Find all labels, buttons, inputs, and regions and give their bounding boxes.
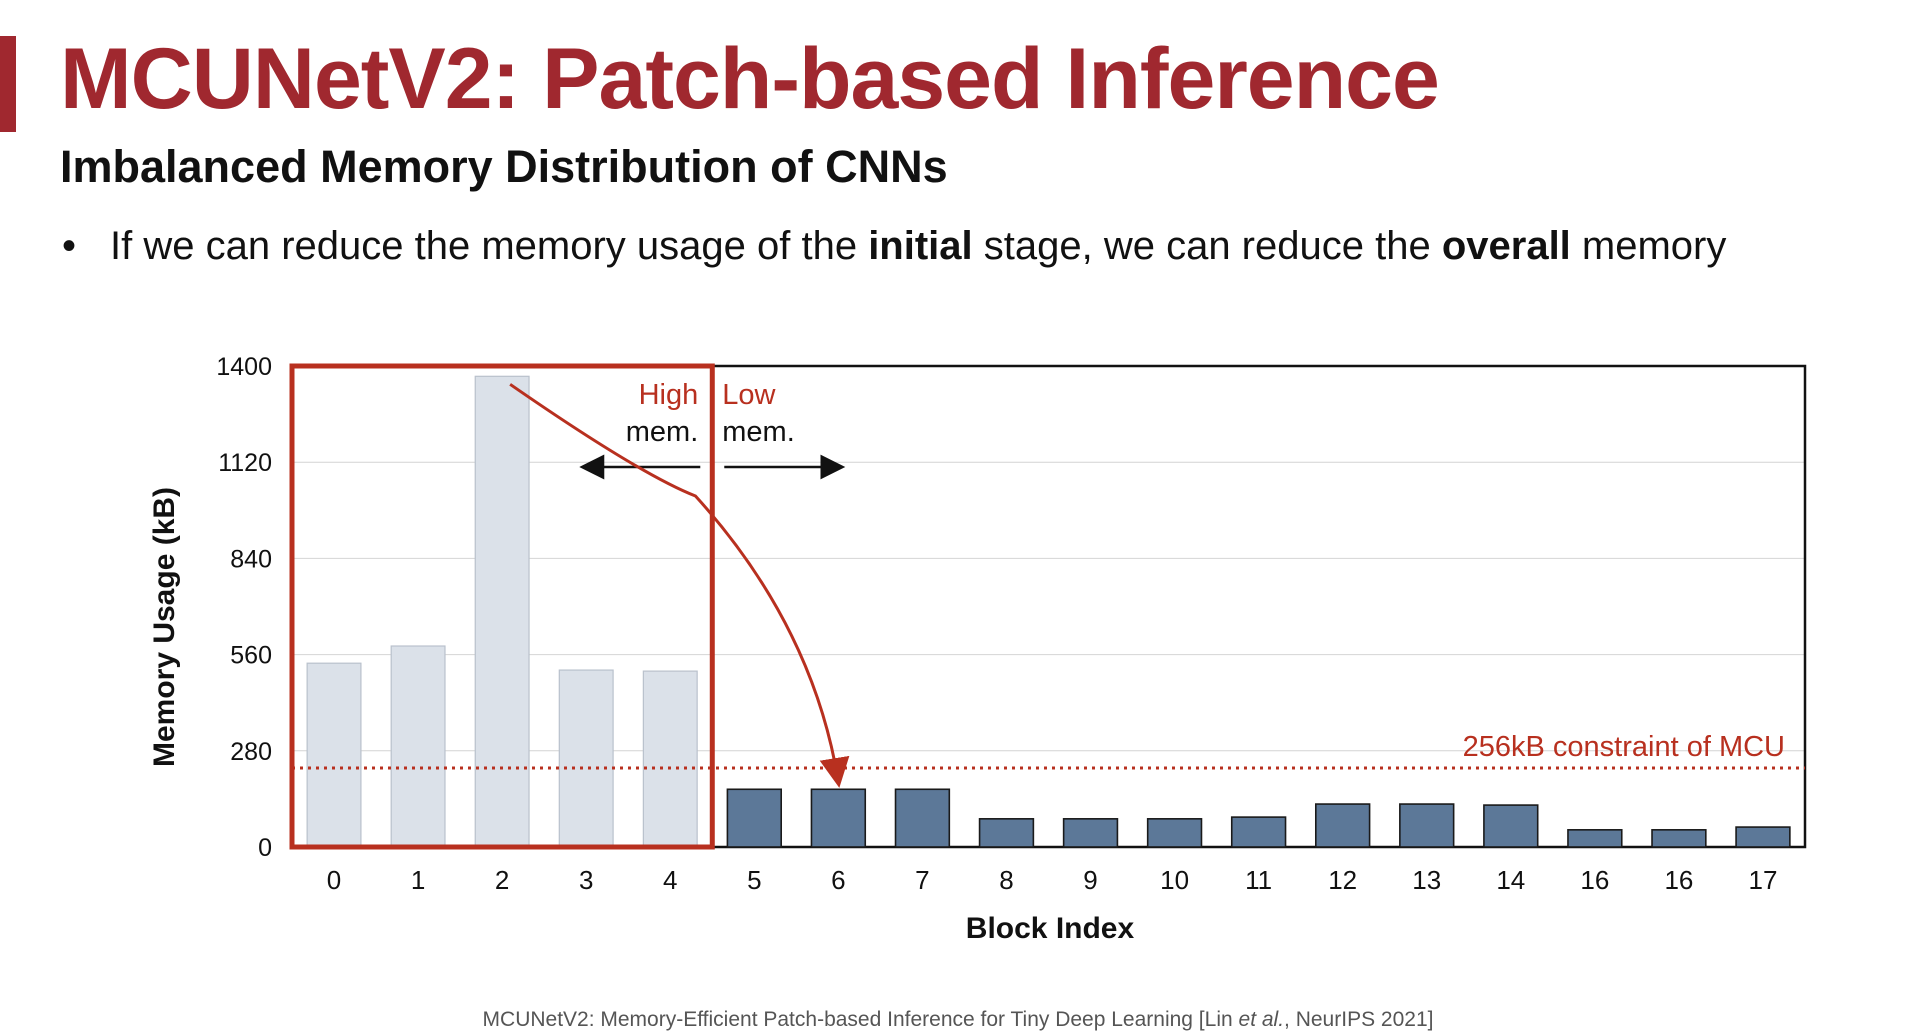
bar-block-15: [1567, 829, 1623, 848]
bar-block-2: [474, 375, 530, 848]
y-tick-label: 840: [230, 545, 272, 573]
y-axis-label: Memory Usage (kB): [148, 487, 181, 767]
constraint-label: 256kB constraint of MCU: [1463, 731, 1785, 763]
bar-block-13: [1399, 803, 1455, 848]
y-tick-label: 1120: [218, 449, 272, 477]
bullet-dot-icon: •: [62, 224, 77, 268]
x-tick-label: 4: [663, 865, 677, 895]
y-tick-label: 1400: [216, 353, 272, 381]
x-tick-label: 12: [1328, 865, 1357, 895]
citation-post: , NeurIPS 2021]: [1284, 1008, 1434, 1031]
bullet-text-mid: stage, we can reduce the: [972, 224, 1442, 268]
bar-block-10: [1146, 818, 1203, 848]
x-tick-label: 16: [1580, 865, 1609, 895]
high-memory-region-box: [289, 363, 715, 850]
x-tick-label: 3: [579, 865, 593, 895]
high-mem-label: High: [639, 379, 699, 411]
bar-block-14: [1483, 804, 1539, 848]
x-tick-label: 5: [747, 865, 761, 895]
bar-block-0: [306, 662, 362, 848]
bar-block-17: [1735, 826, 1791, 848]
x-tick-label: 11: [1245, 865, 1272, 895]
x-tick-label: 2: [495, 865, 509, 895]
bar-block-4: [642, 670, 698, 848]
x-tick-label: 6: [831, 865, 845, 895]
accent-bar: [0, 36, 16, 132]
bullet-text-pre: If we can reduce the memory usage of the: [110, 224, 869, 268]
x-tick-label: 8: [999, 865, 1013, 895]
x-tick-label: 14: [1496, 865, 1525, 895]
bar-block-6: [810, 788, 867, 848]
bar-block-12: [1314, 803, 1371, 848]
bar-block-7: [894, 788, 951, 848]
x-axis-label: Block Index: [966, 912, 1135, 945]
low-mem-label: Low: [722, 379, 776, 411]
citation-italic: et al.: [1238, 1008, 1285, 1031]
bar-block-11: [1230, 816, 1287, 848]
bar-block-1: [390, 645, 446, 848]
low-mem-sublabel: mem.: [722, 416, 795, 448]
x-tick-label: 13: [1412, 865, 1441, 895]
y-tick-label: 280: [230, 738, 272, 766]
bar-block-9: [1062, 818, 1119, 848]
citation-footer: MCUNetV2: Memory-Efficient Patch-based I…: [0, 1008, 1916, 1032]
x-tick-label: 16: [1664, 865, 1693, 895]
citation-pre: MCUNetV2: Memory-Efficient Patch-based I…: [482, 1008, 1239, 1031]
reduction-arrow: [509, 383, 850, 788]
bullet-bold-overall: overall: [1441, 224, 1571, 268]
slide-title: MCUNetV2: Patch-based Inference: [60, 31, 1440, 127]
bullet-text-post: memory: [1570, 224, 1727, 268]
high-mem-sublabel: mem.: [626, 416, 699, 448]
y-tick-label: 0: [258, 834, 272, 862]
bullet-point: • If we can reduce the memory usage of th…: [62, 222, 1726, 270]
slide-subtitle: Imbalanced Memory Distribution of CNNs: [60, 141, 948, 192]
x-tick-label: 9: [1083, 865, 1097, 895]
y-tick-label: 560: [230, 642, 272, 670]
bar-block-3: [558, 669, 614, 848]
bar-block-5: [726, 788, 783, 848]
bar-block-16: [1651, 829, 1707, 848]
x-tick-label: 1: [411, 865, 425, 895]
x-tick-label: 10: [1160, 865, 1189, 895]
x-tick-label: 17: [1749, 865, 1778, 895]
x-tick-label: 7: [915, 865, 929, 895]
x-tick-label: 0: [327, 865, 341, 895]
bullet-bold-initial: initial: [868, 224, 973, 268]
bar-block-8: [978, 818, 1035, 848]
